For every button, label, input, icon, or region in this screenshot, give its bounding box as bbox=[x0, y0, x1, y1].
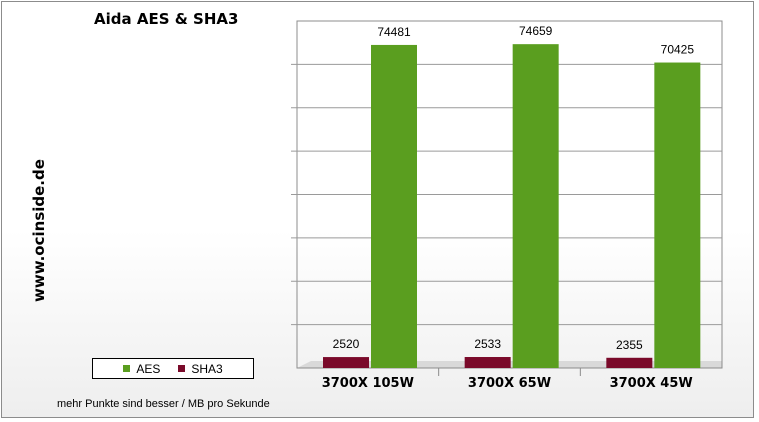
legend-swatch-sha3 bbox=[178, 365, 186, 372]
bar-sha3 bbox=[323, 357, 369, 368]
x-tick-label: 3700X 105W bbox=[322, 376, 414, 391]
bar-aes bbox=[371, 44, 417, 369]
data-label-aes: 70425 bbox=[661, 43, 695, 57]
legend: AES SHA3 bbox=[92, 358, 254, 379]
bar-aes bbox=[654, 62, 701, 369]
data-label-sha3: 2355 bbox=[616, 338, 643, 352]
legend-item-sha3: SHA3 bbox=[178, 361, 223, 376]
data-label-sha3: 2520 bbox=[333, 337, 360, 351]
legend-swatch-aes bbox=[123, 365, 131, 372]
chart-title: Aida AES & SHA3 bbox=[94, 10, 239, 28]
legend-label-sha3: SHA3 bbox=[191, 361, 223, 376]
bar-sha3 bbox=[464, 357, 511, 368]
x-tick-label: 3700X 65W bbox=[468, 376, 551, 391]
bar-aes bbox=[512, 44, 559, 368]
data-label-sha3: 2533 bbox=[474, 337, 501, 351]
data-label-aes: 74481 bbox=[377, 25, 411, 39]
bar-sha3 bbox=[606, 357, 653, 368]
x-tick-label: 3700X 45W bbox=[610, 376, 693, 391]
footnote: mehr Punkte sind besser / MB pro Sekunde bbox=[57, 398, 270, 410]
legend-label-aes: AES bbox=[136, 361, 161, 376]
legend-item-aes: AES bbox=[123, 362, 160, 376]
data-label-aes: 74659 bbox=[519, 24, 553, 38]
